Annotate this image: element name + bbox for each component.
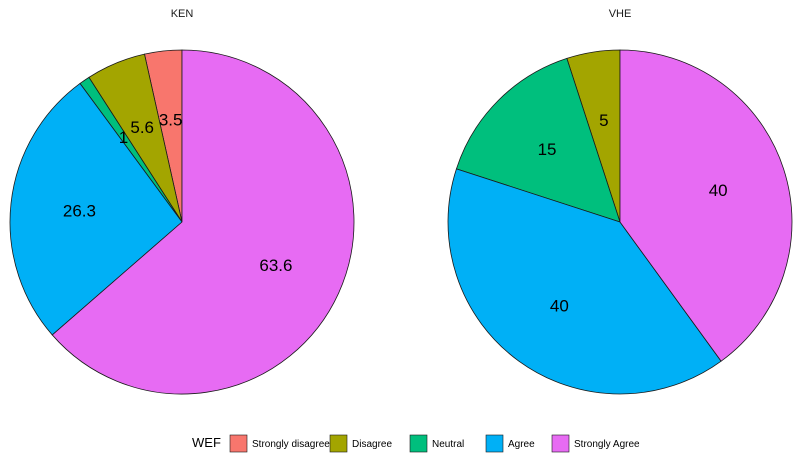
slice-label-vhe-agree: 40	[550, 296, 569, 315]
legend-swatch-agree	[485, 434, 504, 453]
slice-vhe-neutral	[455, 57, 621, 223]
slice-label-ken-strongly-agree: 63.6	[259, 256, 292, 275]
slice-label-vhe-neutral: 15	[538, 140, 557, 159]
panel-title-ken: KEN	[171, 8, 194, 20]
legend: WEF Strongly disagree Disagree Neutral Agre…	[192, 434, 640, 453]
pie-panel-vhe: VHE 5 15 40 40	[447, 8, 793, 395]
slice-vhe-agree	[447, 168, 722, 395]
slice-label-ken-agree: 26.3	[63, 202, 96, 221]
legend-label-strongly-disagree: Strongly disagree	[252, 439, 330, 450]
slice-label-ken-neutral: 1	[119, 128, 128, 147]
legend-swatch-neutral	[409, 434, 428, 453]
legend-label-agree: Agree	[508, 439, 535, 450]
slice-label-vhe-disagree: 5	[599, 111, 608, 130]
pie-panel-ken: KEN 3.5 5.61 26.3 63.6	[9, 8, 355, 395]
legend-swatch-strongly-disagree	[229, 434, 248, 453]
slice-label-ken-disagree: 5.6	[130, 118, 154, 137]
legend-swatch-strongly-agree	[551, 434, 570, 453]
legend-label-disagree: Disagree	[352, 439, 392, 450]
legend-swatch-disagree	[329, 434, 348, 453]
slice-vhe-strongly-agree	[619, 49, 793, 362]
slice-label-ken-strongly-disagree: 3.5	[159, 110, 183, 129]
legend-label-strongly-agree: Strongly Agree	[574, 439, 640, 450]
legend-label-neutral: Neutral	[432, 439, 464, 450]
slice-label-vhe-strongly-agree: 40	[709, 181, 728, 200]
panel-title-vhe: VHE	[609, 8, 632, 20]
slice-ken-strongly-agree	[51, 49, 355, 395]
legend-title: WEF	[192, 435, 221, 450]
slice-ken-agree	[9, 82, 183, 336]
